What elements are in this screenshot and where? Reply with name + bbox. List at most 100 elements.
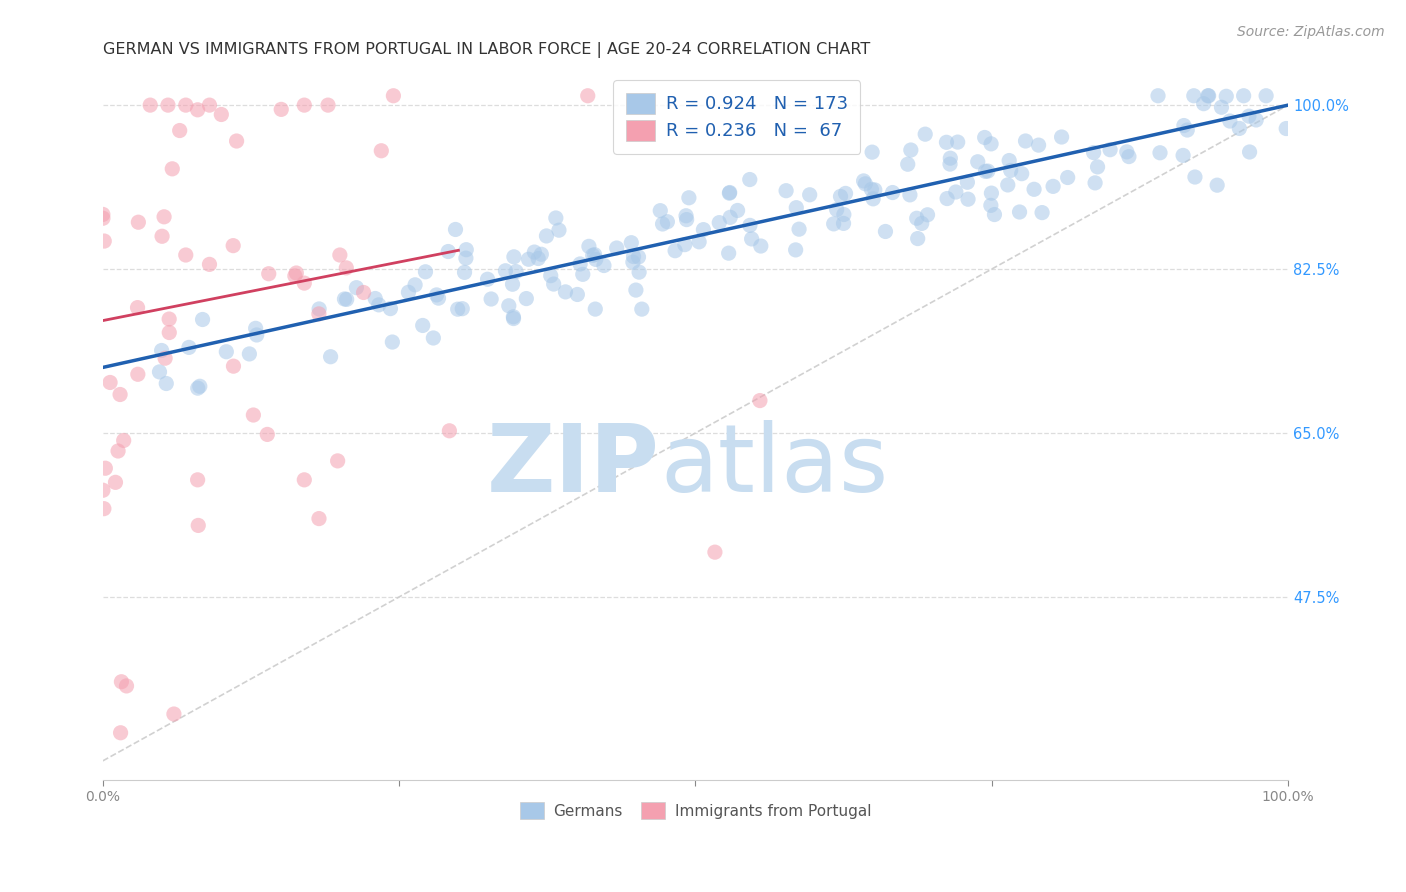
Point: [454, 251, 477, 265]
Point: [945, 185, 967, 199]
Point: [187, 473, 209, 487]
Point: [1008, 205, 1031, 219]
Point: [852, 174, 875, 188]
Point: [1239, 145, 1261, 159]
Point: [718, 186, 741, 201]
Point: [380, 301, 402, 316]
Point: [1147, 88, 1170, 103]
Point: [336, 293, 359, 307]
Point: [91, 483, 114, 498]
Point: [426, 288, 449, 302]
Point: [112, 434, 135, 448]
Point: [127, 368, 149, 382]
Point: [91, 211, 114, 226]
Point: [980, 186, 1002, 201]
Point: [907, 231, 929, 245]
Point: [630, 302, 652, 317]
Point: [308, 301, 330, 316]
Point: [651, 217, 673, 231]
Point: [548, 223, 571, 237]
Point: [939, 151, 962, 165]
Point: [404, 277, 426, 292]
Point: [650, 203, 672, 218]
Point: [174, 248, 197, 262]
Point: [326, 454, 349, 468]
Point: [115, 679, 138, 693]
Point: [517, 252, 540, 267]
Point: [830, 189, 852, 203]
Point: [718, 186, 741, 200]
Point: [1211, 100, 1233, 114]
Point: [664, 244, 686, 258]
Point: [187, 103, 209, 117]
Point: [396, 285, 419, 300]
Point: [370, 144, 392, 158]
Point: [191, 312, 214, 326]
Point: [572, 268, 595, 282]
Point: [709, 216, 731, 230]
Point: [174, 98, 197, 112]
Point: [270, 103, 292, 117]
Point: [1031, 205, 1053, 219]
Point: [540, 268, 562, 283]
Point: [505, 264, 527, 278]
Point: [977, 164, 1000, 178]
Point: [582, 248, 605, 262]
Point: [1192, 96, 1215, 111]
Point: [453, 265, 475, 279]
Point: [1149, 145, 1171, 160]
Point: [1197, 88, 1219, 103]
Point: [741, 232, 763, 246]
Point: [515, 292, 537, 306]
Point: [495, 264, 517, 278]
Point: [823, 217, 845, 231]
Point: [678, 191, 700, 205]
Point: [832, 208, 855, 222]
Point: [1115, 145, 1137, 159]
Point: [415, 265, 437, 279]
Text: ZIP: ZIP: [486, 420, 659, 512]
Point: [333, 292, 356, 306]
Point: [939, 157, 962, 171]
Legend: Germans, Immigrants from Portugal: Germans, Immigrants from Portugal: [513, 796, 877, 825]
Point: [936, 192, 959, 206]
Point: [108, 387, 131, 401]
Point: [104, 475, 127, 490]
Point: [1042, 179, 1064, 194]
Point: [898, 187, 921, 202]
Point: [966, 154, 988, 169]
Point: [620, 235, 643, 250]
Point: [917, 208, 939, 222]
Point: [569, 257, 592, 271]
Point: [148, 365, 170, 379]
Point: [583, 302, 606, 317]
Point: [621, 255, 644, 269]
Point: [162, 161, 184, 176]
Point: [1206, 178, 1229, 193]
Point: [353, 285, 375, 300]
Point: [477, 272, 499, 286]
Point: [437, 244, 460, 259]
Point: [583, 248, 606, 262]
Point: [367, 298, 389, 312]
Point: [1099, 143, 1122, 157]
Point: [1256, 88, 1278, 103]
Point: [1022, 182, 1045, 196]
Point: [444, 222, 467, 236]
Point: [875, 225, 897, 239]
Point: [127, 301, 149, 315]
Point: [1184, 169, 1206, 184]
Point: [606, 241, 628, 255]
Point: [225, 134, 247, 148]
Point: [316, 98, 339, 112]
Point: [308, 307, 330, 321]
Point: [914, 127, 936, 141]
Point: [543, 277, 565, 291]
Point: [997, 178, 1019, 192]
Point: [576, 88, 599, 103]
Point: [110, 725, 132, 739]
Point: [157, 312, 180, 326]
Point: [860, 182, 883, 196]
Point: [1175, 123, 1198, 137]
Point: [787, 222, 810, 236]
